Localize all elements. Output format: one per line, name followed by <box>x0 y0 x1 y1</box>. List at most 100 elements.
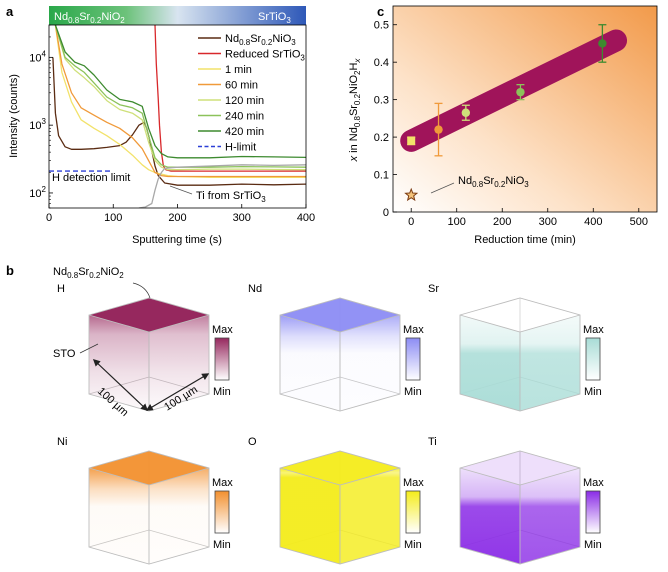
tick-base: 10 <box>29 52 41 64</box>
c-y-tick-label-0: 0 <box>383 207 389 219</box>
thin-film-label: Nd0.8Sr0.2NiO2 <box>53 266 124 280</box>
cube-right-face <box>340 468 400 564</box>
cube-element-label-ti: Ti <box>428 436 437 448</box>
data-point-0 <box>407 136 416 145</box>
panel-c: c 0 100 200 300 400 500 0 0.1 0.2 0.3 0.4 0.5 Reduc… <box>348 4 658 246</box>
x-tick-label-400: 400 <box>297 212 315 224</box>
legend-label-part: 3 <box>291 38 296 47</box>
dimension-arrow-1 <box>92 359 149 411</box>
cube-left-face <box>280 468 340 564</box>
h-detection-limit-label: H detection limit <box>52 172 130 184</box>
legend-label-part: NiO <box>272 33 291 45</box>
colorbar-h <box>214 337 230 381</box>
data-point-420 <box>598 39 607 48</box>
tick-exponent: 2 <box>42 185 47 194</box>
c-x-tick-label-400: 400 <box>584 216 602 228</box>
thin-film-leader <box>132 282 151 299</box>
x-tick-label-0: 0 <box>46 212 52 224</box>
cube-ti: Ti Max Min <box>428 436 604 565</box>
cube-left-face <box>460 315 520 411</box>
legend-label-part: Reduced SrTiO <box>225 49 301 61</box>
c-x-tick-label-300: 300 <box>539 216 557 228</box>
series-line-60-min <box>54 25 306 178</box>
cube-outline <box>459 450 581 565</box>
cube-outline <box>279 450 401 565</box>
data-point-120 <box>461 108 471 117</box>
series-line-1-min <box>54 25 306 178</box>
cube-outline <box>279 297 401 412</box>
legend-label-nd0-8sr0-2nio3: Nd0.8Sr0.2NiO3 <box>225 33 296 47</box>
colorbar-nd <box>405 337 421 381</box>
colorbar-max-label: Max <box>212 477 233 489</box>
series-line-240-min <box>54 25 306 168</box>
cube-left-face <box>460 468 520 564</box>
banner-right-label: SrTiO3 <box>258 11 291 25</box>
cube-element-label-o: O <box>248 436 257 448</box>
data-point-240 <box>516 87 525 97</box>
cube-h: H Max Min <box>57 283 233 412</box>
ti-from-srtio3-label: Ti from SrTiO3 <box>196 190 266 204</box>
cube-left-face <box>280 315 340 411</box>
legend-label-part: 3 <box>300 54 305 63</box>
legend-label-part: Sr <box>250 33 261 45</box>
cube-right-face <box>520 315 580 411</box>
legend-label-part: Nd <box>225 33 239 45</box>
x-tick-label-200: 200 <box>168 212 186 224</box>
colorbar-min-label: Min <box>213 539 231 551</box>
legend-label-60-min: 60 min <box>225 80 258 92</box>
series-line-nd0-8sr0-2nio3 <box>52 57 306 186</box>
panel-c-ylabel: x in Nd0.8Sr0.2NiO2Hx <box>348 58 362 163</box>
cube-grid: HMaxMinNdMaxMinSrMaxMinNiMaxMinOMaxMinTi… <box>57 283 604 565</box>
c-y-tick-label-0-4: 0.4 <box>374 57 389 69</box>
c-x-tick-label-100: 100 <box>448 216 466 228</box>
trend-band <box>400 29 628 152</box>
panel-a-ylabel: Intensity (counts) <box>8 74 20 158</box>
colorbar-o <box>405 490 421 534</box>
legend-label-part: 0.8 <box>239 38 251 47</box>
cube-right-face <box>520 468 580 564</box>
colorbar-min-label: Min <box>213 386 231 398</box>
legend-label-part: 0.2 <box>261 38 273 47</box>
c-y-tick-label-0-2: 0.2 <box>374 132 389 144</box>
series-line-420-min <box>54 25 306 159</box>
reference-label: Nd0.8Sr0.2NiO3 <box>458 175 529 189</box>
reference-leader <box>430 182 455 194</box>
x-tick-label-100: 100 <box>104 212 122 224</box>
cube-sr: Sr Max Min <box>428 283 604 412</box>
ti-annotation-leader <box>169 185 193 195</box>
sto-leader <box>79 343 99 354</box>
colorbar-ni <box>214 490 230 534</box>
cube-element-label-nd: Nd <box>248 283 262 295</box>
panel-label-a: a <box>6 4 14 19</box>
colorbar-max-label: Max <box>583 477 604 489</box>
colorbar-sr <box>585 337 601 381</box>
colorbar-max-label: Max <box>403 477 424 489</box>
layer-banner <box>49 6 306 25</box>
colorbar-min-label: Min <box>404 386 422 398</box>
series-line-ti-from-srtio3 <box>138 164 306 208</box>
legend-label-reduced-srtio3: Reduced SrTiO3 <box>225 49 305 63</box>
cube-outline <box>88 450 210 565</box>
panel-c-frame <box>392 5 658 213</box>
c-x-tick-label-0: 0 <box>408 216 414 228</box>
tick-exponent: 4 <box>42 49 47 58</box>
series-line-120-min <box>54 25 306 171</box>
cube-right-face <box>149 468 209 564</box>
panel-c-plot-area <box>400 24 628 202</box>
data-point-60 <box>434 125 443 134</box>
panel-c-ticks: 0 100 200 300 400 500 0 0.1 0.2 0.3 0.4 0.5 <box>374 20 648 228</box>
colorbar-max-label: Max <box>583 324 604 336</box>
c-y-tick-label-0-5: 0.5 <box>374 20 389 32</box>
colorbar-max-label: Max <box>403 324 424 336</box>
colorbar-min-label: Min <box>584 386 602 398</box>
colorbar-min-label: Min <box>584 539 602 551</box>
tick-base: 10 <box>29 120 41 132</box>
c-y-tick-label-0-1: 0.1 <box>374 170 389 182</box>
c-y-tick-label-0-3: 0.3 <box>374 95 389 107</box>
y-tick-label-2: 102 <box>29 185 46 200</box>
c-x-tick-label-500: 500 <box>630 216 648 228</box>
panel-a: a Nd0.8Sr0.2NiO2 SrTiO3 0 100 200 300 400102… <box>6 4 315 246</box>
cube-o: O Max Min <box>248 436 424 565</box>
